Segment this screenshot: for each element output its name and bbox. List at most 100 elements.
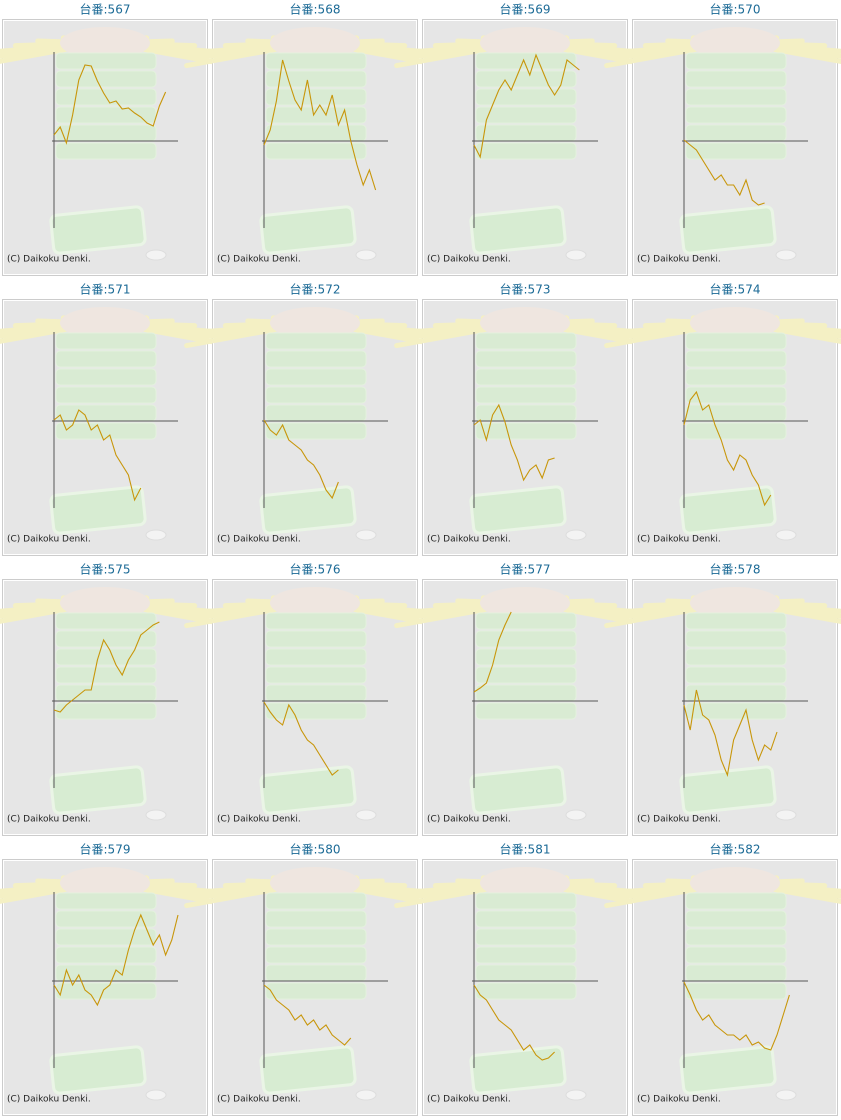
- bg-ray: [604, 886, 698, 909]
- bg-tray: [679, 205, 777, 255]
- bg-stack: [685, 946, 787, 964]
- chart-title: 台番:568: [290, 2, 341, 17]
- bg-stack: [475, 88, 577, 106]
- bg-stack: [685, 106, 787, 124]
- bg-stack: [475, 70, 577, 88]
- bg-stack: [475, 124, 577, 142]
- bg-ray: [184, 326, 278, 349]
- bg-stack: [685, 630, 787, 648]
- bg-stack: [55, 106, 157, 124]
- bg-ray: [772, 606, 841, 625]
- chart-panel: 台番:580 (C) Daikoku Denki.: [184, 842, 446, 1116]
- bg-stack: [475, 142, 577, 160]
- bg-stack: [265, 928, 367, 946]
- bg-coin: [565, 1089, 587, 1101]
- bg-tray: [469, 1045, 567, 1095]
- bg-ray: [0, 46, 68, 64]
- bg-stack: [55, 928, 157, 946]
- bg-top: [690, 867, 780, 899]
- bg-stack: [685, 892, 787, 910]
- bg-stack: [55, 404, 157, 422]
- bg-coin: [775, 249, 797, 261]
- bg-stack: [55, 368, 157, 386]
- bg-ray: [0, 606, 68, 624]
- chart-panel: 台番:570 (C) Daikoku Denki.: [604, 2, 841, 276]
- bg-stack: [55, 142, 157, 160]
- bg-coin: [145, 1089, 167, 1101]
- bg-stack: [685, 684, 787, 702]
- bg-stack: [475, 964, 577, 982]
- chart-title: 台番:567: [80, 2, 131, 17]
- copyright: (C) Daikoku Denki.: [427, 1095, 511, 1105]
- bg-stack: [475, 612, 577, 630]
- bg-stack: [265, 422, 367, 440]
- bg-stack: [55, 630, 157, 648]
- bg-stack: [265, 142, 367, 160]
- bg-stack: [265, 52, 367, 70]
- bg-stack: [55, 964, 157, 982]
- bg-stack: [685, 666, 787, 684]
- bg-stack: [685, 386, 787, 404]
- bg-coin: [565, 809, 587, 821]
- line: [683, 689, 778, 777]
- chart-panel: 台番:574 (C) Daikoku Denki.: [604, 282, 841, 556]
- bg-ray: [184, 606, 278, 629]
- bg-stack: [265, 88, 367, 106]
- chart-title: 台番:581: [500, 842, 551, 857]
- copyright: (C) Daikoku Denki.: [637, 255, 721, 265]
- bg-stack: [265, 350, 367, 368]
- bg-stack: [685, 928, 787, 946]
- bg-top: [690, 27, 780, 59]
- bg-ray: [604, 46, 698, 69]
- bg-tray: [469, 205, 567, 255]
- bg-stack: [475, 404, 577, 422]
- copyright: (C) Daikoku Denki.: [217, 815, 301, 825]
- bg-stack: [265, 702, 367, 720]
- chart-title: 台番:574: [710, 282, 761, 297]
- bg-ray: [184, 46, 278, 69]
- chart-panel: 台番:569 (C) Daikoku Denki.: [394, 2, 656, 276]
- bg-top: [60, 867, 150, 899]
- copyright: (C) Daikoku Denki.: [7, 535, 91, 545]
- chart-panel: 台番:572 (C) Daikoku Denki.: [184, 282, 446, 556]
- bg-stack: [475, 422, 577, 440]
- bg-stack: [685, 332, 787, 350]
- bg-stack: [475, 630, 577, 648]
- bg-top: [480, 307, 570, 339]
- bg-stack: [55, 386, 157, 404]
- bg-stack: [475, 52, 577, 70]
- bg-ray: [772, 886, 841, 905]
- bg-stack: [685, 368, 787, 386]
- line: [473, 611, 512, 693]
- bg-tray: [259, 205, 357, 255]
- bg-stack: [475, 648, 577, 666]
- bg-ray: [0, 886, 68, 904]
- bg-coin: [145, 529, 167, 541]
- bg-coin: [775, 529, 797, 541]
- chart-title: 台番:580: [290, 842, 341, 857]
- bg-stack: [265, 404, 367, 422]
- chart-title: 台番:578: [710, 562, 761, 577]
- bg-coin: [355, 249, 377, 261]
- chart-title: 台番:572: [290, 282, 341, 297]
- bg-stack: [475, 368, 577, 386]
- bg-tray: [49, 205, 147, 255]
- chart-title: 台番:571: [80, 282, 131, 297]
- bg-stack: [685, 422, 787, 440]
- bg-top: [270, 867, 360, 899]
- bg-stack: [55, 684, 157, 702]
- bg-coin: [145, 249, 167, 261]
- bg-stack: [265, 70, 367, 88]
- line: [53, 913, 179, 1007]
- bg-ray: [394, 606, 488, 629]
- bg-top: [690, 587, 780, 619]
- bg-stack: [55, 332, 157, 350]
- bg-coin: [565, 249, 587, 261]
- bg-ray: [394, 46, 488, 69]
- bg-stack: [475, 928, 577, 946]
- bg-stack: [55, 982, 157, 1000]
- bg-stack: [55, 892, 157, 910]
- copyright: (C) Daikoku Denki.: [427, 535, 511, 545]
- bg-tray: [49, 1045, 147, 1095]
- bg-stack: [55, 612, 157, 630]
